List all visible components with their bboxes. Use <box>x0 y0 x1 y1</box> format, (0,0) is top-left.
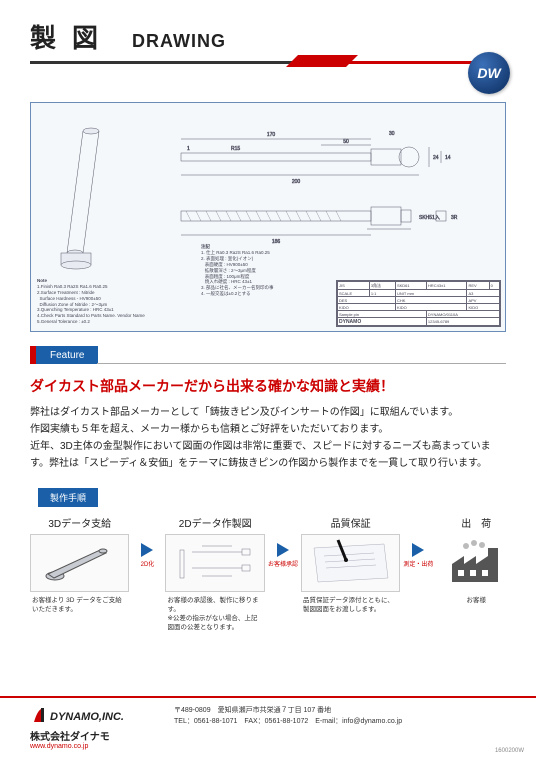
process-step-3d: 3Dデータ支給 お客様より 3D データをご支給いただきます。 <box>30 515 129 614</box>
arrow-col: 測定・出荷 <box>406 515 430 568</box>
process-step-qc: 品質保証 品質保証データ添付とともに、製図図面をお渡しします。 <box>301 515 400 614</box>
note-jp-body: 1. 仕上 Ra0.3 Ra2S Ra1.6 Ra0.25 2. 表面処理 : … <box>201 250 274 297</box>
step-image-3d-pin <box>30 534 129 592</box>
dynamo-logo-icon: DYNAMO,INC. <box>30 706 160 726</box>
process-tab-text: 製作手順 <box>50 493 86 503</box>
factory-icon <box>446 538 506 588</box>
drawing-note-jp: 注記 1. 仕上 Ra0.3 Ra2S Ra1.6 Ra0.25 2. 表面処理… <box>201 244 274 297</box>
arrow-icon <box>277 543 289 557</box>
svg-text:1: 1 <box>187 146 190 152</box>
process-step-2d: 2Dデータ作製図 お客様の承認後、製作に移ります。 ※公差の指示がない場合、上記… <box>165 515 264 632</box>
arrow-icon <box>412 543 424 557</box>
svg-text:50: 50 <box>343 139 349 145</box>
feature-band: Feature <box>30 346 506 364</box>
arrow-col: 2D化 <box>135 515 159 568</box>
svg-text:SKH51入: SKH51入 <box>419 215 440 221</box>
page-footer: DYNAMO,INC. 株式会社ダイナモ www.dynamo.co.jp 〒4… <box>0 696 536 760</box>
title-jp: 製図 <box>30 18 114 55</box>
technical-drawing: 170 200 50 R15 30 24 14 1 <box>30 102 506 332</box>
step-image-qc <box>301 534 400 592</box>
feature-tab: Feature <box>36 346 98 364</box>
svg-text:30: 30 <box>389 131 395 137</box>
title-row: 製図 DRAWING <box>30 18 506 55</box>
drawing-title-block: JIS3角法SKD61HRC43±1REV0 SCALE1:1UNIT mmA3… <box>336 280 501 327</box>
svg-text:DYNAMO,INC.: DYNAMO,INC. <box>50 711 124 723</box>
step-caption: お客様 <box>436 596 516 605</box>
footer-tel: TEL：0561-88-1071 FAX：0561-88-1072 E-mail… <box>174 717 402 728</box>
arrow-label: 測定・出荷 <box>403 559 433 568</box>
page-header: 製図 DRAWING DW <box>0 0 536 72</box>
footer-address: 〒489-0809 愛知県瀬戸市共栄通７丁目 107 番地 <box>174 706 402 717</box>
step-title: 出 荷 <box>436 515 516 530</box>
dw-badge: DW <box>468 52 510 94</box>
arrow-col: お客様承認 <box>271 515 295 568</box>
step-image-factory-icon <box>436 534 516 592</box>
feature-tab-text: Feature <box>50 350 84 361</box>
step-title: 品質保証 <box>301 515 400 530</box>
arrow-icon <box>141 543 153 557</box>
footer-company: 株式会社ダイナモ <box>30 728 110 743</box>
process-row: 3Dデータ支給 お客様より 3D データをご支給いただきます。 2D化 2Dデー… <box>30 515 516 632</box>
svg-text:14: 14 <box>445 155 451 161</box>
feature-body: 弊社はダイカスト部品メーカーとして「鋳抜きピン及びインサートの作図」に取組んでい… <box>30 404 506 472</box>
step-caption: お客様より 3D データをご支給いただきます。 <box>30 596 129 614</box>
footer-url: www.dynamo.co.jp <box>30 743 88 750</box>
feature-divider <box>97 346 506 364</box>
svg-text:24: 24 <box>433 155 439 161</box>
arrow-label: お客様承認 <box>268 559 298 568</box>
header-divider <box>30 61 506 64</box>
svg-text:R15: R15 <box>231 146 240 152</box>
footer-info: 〒489-0809 愛知県瀬戸市共栄通７丁目 107 番地 TEL：0561-8… <box>174 706 402 750</box>
step-caption: お客様の承認後、製作に移ります。 ※公差の指示がない場合、上記図面の公差となりま… <box>165 596 264 632</box>
note-en-body: 1.Finish Ra0.3 Ra2S Ra1.6 Ra0.25 2.Surfa… <box>37 284 145 325</box>
svg-text:200: 200 <box>292 179 301 185</box>
svg-text:170: 170 <box>267 132 276 138</box>
step-caption: 品質保証データ添付とともに、製図図面をお渡しします。 <box>301 596 400 614</box>
drawing-note-en: Note 1.Finish Ra0.3 Ra2S Ra1.6 Ra0.25 2.… <box>37 278 145 325</box>
process-tab: 製作手順 <box>38 488 98 507</box>
step-image-2d-drawing <box>165 534 264 592</box>
badge-text: DW <box>477 65 500 81</box>
feature-headline: ダイカスト部品メーカーだから出来る確かな知識と実績！ <box>30 376 506 396</box>
svg-text:3R: 3R <box>451 215 458 221</box>
arrow-label: 2D化 <box>141 559 155 568</box>
footer-code: 1600200W <box>495 748 524 754</box>
step-title: 2Dデータ作製図 <box>165 515 264 530</box>
step-title: 3Dデータ支給 <box>30 515 129 530</box>
footer-logo-block: DYNAMO,INC. 株式会社ダイナモ www.dynamo.co.jp <box>30 706 160 750</box>
process-step-ship: 出 荷 お客様 <box>436 515 516 605</box>
title-en: DRAWING <box>132 31 226 52</box>
